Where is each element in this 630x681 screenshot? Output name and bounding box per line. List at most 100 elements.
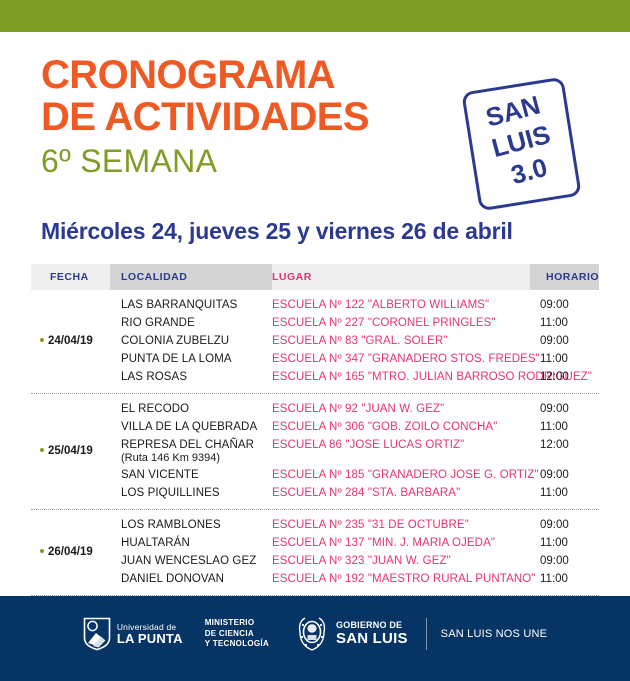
table-row: LAS ROSAS ESCUELA Nº 165 "MTRO. JULIAN BA… [31, 368, 599, 386]
header-shade-horario [530, 264, 599, 290]
cell-lugar: ESCUELA Nº 83 "GRAL. SOLER" [272, 335, 448, 347]
table-header-row: FECHA LOCALIDAD LUGAR HORARIO [31, 264, 599, 290]
cell-lugar: ESCUELA Nº 165 "MTRO. JULIAN BARROSO ROD… [272, 371, 592, 383]
universidad-de-la-punta-logo: Universidad de LA PUNTA [83, 617, 183, 651]
ministerio-line-1: MINISTERIO [204, 618, 255, 628]
column-header-lugar: LUGAR [272, 271, 312, 283]
header-section: CRONOGRAMA DE ACTIVIDADES 6º SEMANA SAN … [0, 32, 630, 212]
cell-horario: 12:00 [540, 439, 569, 451]
table-row: LOS RAMBLONES ESCUELA Nº 235 "31 DE OCTUB… [31, 516, 599, 534]
date-bullet-icon [40, 337, 44, 342]
cell-horario: 09:00 [540, 555, 569, 567]
cell-lugar: ESCUELA Nº 122 "ALBERTO WILLIAMS" [272, 299, 490, 311]
cell-horario: 12:00 [540, 371, 569, 383]
table-row: VILLA DE LA QUEBRADA ESCUELA Nº 306 "GOB.… [31, 418, 599, 436]
date-bullet-icon [40, 447, 44, 452]
gobierno-san-luis-logo: GOBIERNO DE SAN LUIS [295, 616, 408, 652]
table-row: LAS BARRANQUITAS ESCUELA Nº 122 "ALBERTO … [31, 296, 599, 314]
subtitle-week: 6º SEMANA [41, 143, 218, 179]
date-label: 25/04/19 [48, 445, 93, 457]
ulp-line-big: LA PUNTA [116, 630, 183, 646]
date-cell: 24/04/19 [40, 335, 135, 347]
cell-localidad: RIO GRANDE [121, 317, 195, 329]
table-bottom-rule [31, 595, 599, 596]
table-row: PUNTA DE LA LOMA ESCUELA Nº 347 "GRANADER… [31, 350, 599, 368]
table-row: SAN VICENTE ESCUELA Nº 185 "GRANADERO JOS… [31, 466, 599, 484]
cell-horario: 09:00 [540, 469, 569, 481]
cell-horario: 09:00 [540, 335, 569, 347]
table-group: 24/04/19 LAS BARRANQUITAS ESCUELA Nº 122 "… [31, 290, 599, 393]
footer-divider [425, 618, 427, 650]
cell-lugar: ESCUELA Nº 323 "JUAN W. GEZ" [272, 555, 451, 567]
date-label: 26/04/19 [48, 546, 93, 558]
table-group: 26/04/19 LOS RAMBLONES ESCUELA Nº 235 "31 … [31, 509, 599, 595]
cell-horario: 11:00 [540, 317, 568, 329]
ulp-wordmark: Universidad de LA PUNTA [116, 621, 183, 646]
cell-localidad: REPRESA DEL CHAÑAR [121, 439, 255, 451]
cell-lugar: ESCUELA Nº 347 "GRANADERO STOS. FREDES" [272, 353, 540, 365]
table-row: JUAN WENCESLAO GEZ ESCUELA Nº 323 "JUAN W… [31, 552, 599, 570]
san-luis-3-0-badge: SAN LUIS 3.0 [461, 76, 582, 212]
cell-lugar: ESCUELA Nº 92 "JUAN W. GEZ" [272, 403, 445, 415]
column-header-localidad: LOCALIDAD [121, 271, 188, 283]
badge-text-group: SAN LUIS 3.0 [462, 84, 580, 199]
cell-localidad: VILLA DE LA QUEBRADA [121, 421, 258, 433]
cell-localidad: SAN VICENTE [121, 469, 199, 481]
cell-lugar: ESCUELA Nº 306 "GOB. ZOILO CONCHA" [272, 421, 498, 433]
footer-tagline: SAN LUIS NOS UNE [440, 628, 548, 640]
table-row: COLONIA ZUBELZU ESCUELA Nº 83 "GRAL. SOLE… [31, 332, 599, 350]
ulp-shield-icon [83, 617, 111, 651]
date-cell: 25/04/19 [40, 445, 135, 457]
date-label: 24/04/19 [48, 335, 93, 347]
cell-horario: 11:00 [540, 573, 568, 585]
table-row: HUALTARÁN ESCUELA Nº 137 "MIN. J. MARIA O… [31, 534, 599, 552]
cell-localidad: LOS RAMBLONES [121, 519, 221, 531]
cell-localidad: PUNTA DE LA LOMA [121, 353, 232, 365]
cell-lugar: ESCUELA Nº 185 "GRANADERO JOSE G. ORTIZ" [272, 469, 539, 481]
coat-of-arms-icon [295, 616, 329, 652]
ministerio-line-2: DE CIENCIA [204, 628, 254, 638]
cell-localidad: LAS ROSAS [121, 371, 188, 383]
date-range-heading: Miércoles 24, jueves 25 y viernes 26 de … [41, 218, 513, 244]
cell-localidad: JUAN WENCESLAO GEZ [121, 555, 257, 567]
ulp-line-small: Universidad de [116, 621, 177, 632]
ministerio-line-3: Y TECNOLOGÍA [204, 639, 270, 649]
cell-localidad: EL RECODO [121, 403, 190, 415]
cell-horario: 09:00 [540, 403, 569, 415]
cell-lugar: ESCUELA Nº 235 "31 DE OCTUBRE" [272, 519, 469, 531]
cell-localidad: HUALTARÁN [121, 537, 190, 549]
table-row: RIO GRANDE ESCUELA Nº 227 "CORONEL PRINGL… [31, 314, 599, 332]
top-green-bar [0, 0, 630, 32]
cell-lugar: ESCUELA Nº 192 "MAESTRO RURAL PUNTANO" [272, 573, 536, 585]
table-row: EL RECODO ESCUELA Nº 92 "JUAN W. GEZ" 09:0… [31, 400, 599, 418]
date-cell: 26/04/19 [40, 546, 135, 558]
footer-logo-row: Universidad de LA PUNTA MINISTERIO DE CI… [0, 616, 630, 652]
cell-horario: 09:00 [540, 299, 569, 311]
cell-lugar: ESCUELA Nº 227 "CORONEL PRINGLES" [272, 317, 496, 329]
cell-lugar: ESCUELA Nº 137 "MIN. J. MARIA OJEDA" [272, 537, 496, 549]
cell-localidad: DANIEL DONOVAN [121, 573, 225, 585]
cell-lugar: ESCUELA Nº 284 "STA. BARBARA" [272, 487, 461, 499]
table-row: REPRESA DEL CHAÑAR (Ruta 146 Km 9394) ESCU… [31, 436, 599, 466]
column-header-horario: HORARIO [546, 271, 600, 283]
gobierno-line-big: SAN LUIS [336, 629, 408, 647]
cell-horario: 11:00 [540, 487, 568, 499]
header-shade-localidad [110, 264, 272, 290]
table-row: DANIEL DONOVAN ESCUELA Nº 192 "MAESTRO RU… [31, 570, 599, 588]
schedule-table: FECHA LOCALIDAD LUGAR HORARIO 24/04/19 LA… [31, 264, 599, 596]
cell-horario: 11:00 [540, 537, 568, 549]
cell-horario: 09:00 [540, 519, 569, 531]
ministerio-ciencia-tecnologia-logo: MINISTERIO DE CIENCIA Y TECNOLOGÍA [205, 618, 269, 650]
table-body: 24/04/19 LAS BARRANQUITAS ESCUELA Nº 122 "… [31, 290, 599, 595]
cell-localidad: LOS PIQUILLINES [121, 487, 220, 499]
gobierno-line-small: GOBIERNO DE [336, 620, 403, 631]
cell-horario: 11:00 [540, 353, 568, 365]
cell-localidad: LAS BARRANQUITAS [121, 299, 238, 311]
gobierno-wordmark: GOBIERNO DE SAN LUIS [336, 620, 408, 647]
title-line-2: DE ACTIVIDADES [41, 95, 370, 139]
footer-bar: Universidad de LA PUNTA MINISTERIO DE CI… [0, 596, 630, 681]
table-row: LOS PIQUILLINES ESCUELA Nº 284 "STA. BARB… [31, 484, 599, 502]
title-block: CRONOGRAMA DE ACTIVIDADES 6º SEMANA [41, 54, 370, 179]
date-bullet-icon [40, 548, 44, 553]
